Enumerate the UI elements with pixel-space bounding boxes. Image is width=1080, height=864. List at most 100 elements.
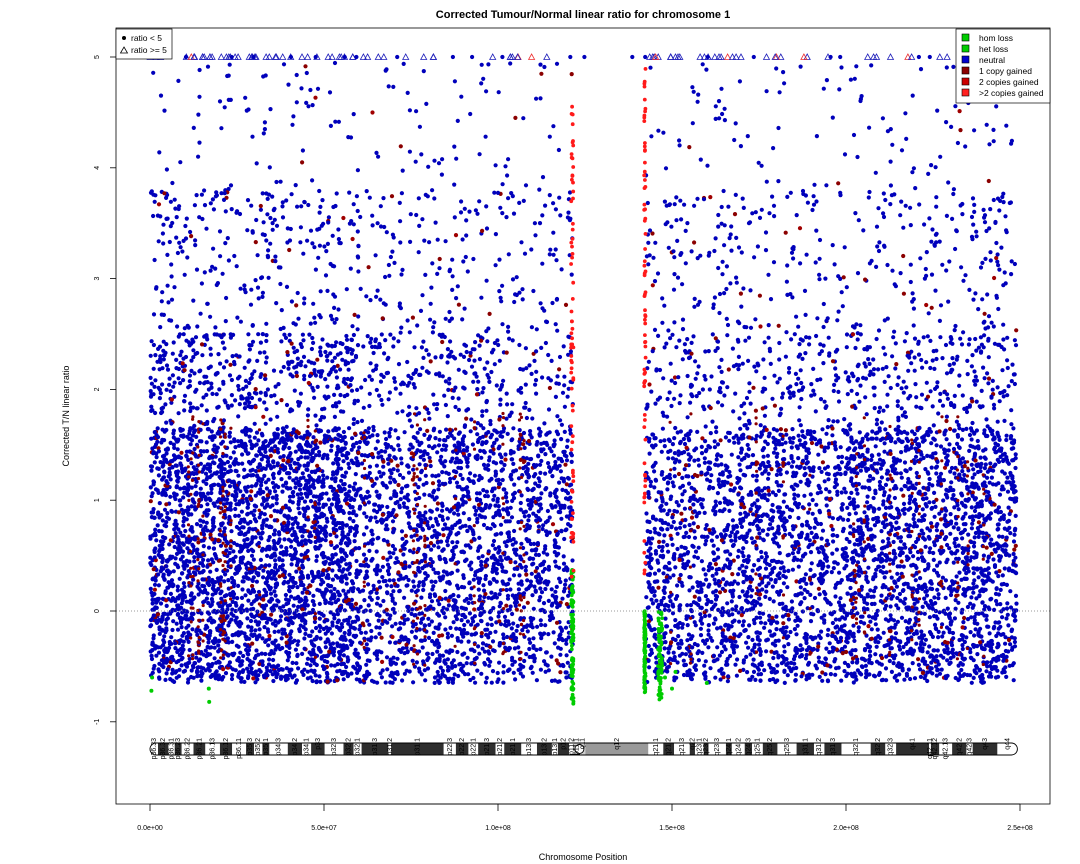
data-point: [152, 587, 157, 592]
data-point: [662, 345, 667, 350]
data-point: [992, 406, 997, 411]
data-point: [398, 144, 403, 149]
data-point: [538, 595, 543, 600]
data-point: [511, 426, 516, 431]
data-point: [267, 563, 272, 568]
data-point: [171, 384, 176, 389]
data-point: [352, 312, 357, 317]
data-point: [911, 512, 917, 518]
data-point: [518, 616, 523, 621]
data-point: [468, 677, 473, 683]
data-point: [374, 363, 379, 368]
data-point: [877, 405, 883, 410]
data-point: [325, 475, 330, 480]
data-point: [888, 604, 893, 609]
data-point: [500, 182, 505, 187]
data-point: [167, 376, 172, 381]
data-point: [720, 403, 725, 408]
data-point: [351, 332, 356, 338]
data-point: [414, 212, 419, 218]
data-point: [810, 542, 815, 547]
data-point: [803, 312, 808, 317]
data-point: [395, 499, 400, 504]
data-point: [538, 608, 543, 613]
data-point: [777, 90, 782, 95]
data-point: [673, 618, 678, 623]
data-point: [190, 627, 195, 632]
data-point: [854, 64, 859, 69]
data-point: [472, 473, 477, 478]
data-point: [558, 670, 563, 675]
data-point: [164, 671, 169, 676]
data-point: [1008, 589, 1013, 594]
data-point: [347, 489, 352, 494]
data-point: [899, 475, 904, 480]
data-point: [174, 357, 179, 362]
data-point: [744, 640, 749, 645]
data-point: [673, 380, 678, 386]
data-point: [188, 401, 193, 406]
data-point: [717, 116, 722, 121]
data-point: [374, 387, 379, 393]
data-point: [326, 220, 331, 225]
data-point: [538, 96, 543, 101]
data-point: [692, 472, 698, 478]
data-point: [286, 82, 291, 87]
data-point: [188, 593, 193, 598]
data-point: [565, 444, 570, 449]
data-point: [530, 416, 535, 421]
data-point: [756, 514, 761, 519]
data-point: [882, 318, 887, 323]
data-point: [321, 502, 326, 507]
data-point: [1001, 191, 1006, 196]
data-point: [668, 599, 673, 604]
data-point: [833, 594, 838, 599]
data-point: [761, 357, 766, 362]
data-point: [695, 371, 700, 376]
data-point: [946, 180, 951, 185]
data-point: [536, 524, 542, 529]
data-point: [160, 382, 165, 387]
data-point: [544, 650, 549, 655]
data-point: [876, 248, 882, 254]
data-point: [983, 587, 988, 592]
data-point: [677, 143, 682, 148]
data-point: [715, 442, 721, 447]
data-point: [988, 258, 993, 263]
data-point: [715, 339, 721, 344]
data-point: [780, 395, 785, 400]
data-point: [310, 335, 315, 341]
data-point: [809, 581, 814, 586]
data-point: [699, 559, 705, 564]
data-point: [959, 342, 965, 347]
data-point: [467, 524, 472, 530]
data-point: [845, 558, 850, 563]
data-point: [334, 340, 339, 345]
data-point: [314, 558, 319, 563]
data-point: [914, 395, 919, 400]
data-point: [164, 621, 169, 626]
data-point: [649, 389, 654, 394]
data-point: [225, 403, 230, 408]
data-point: [272, 393, 277, 398]
data-point: [1008, 531, 1013, 536]
data-point: [534, 96, 539, 101]
data-point: [829, 570, 834, 575]
data-point: [667, 438, 672, 444]
data-point: [516, 587, 522, 592]
data-point: [274, 400, 279, 405]
data-point: [511, 211, 517, 216]
data-point: [335, 612, 340, 617]
data-point: [233, 468, 238, 473]
data-point: [858, 332, 863, 337]
data-point: [172, 285, 177, 290]
data-point: [749, 594, 754, 599]
data-point: [164, 387, 169, 392]
data-point: [176, 78, 181, 83]
data-point: [990, 378, 995, 383]
data-point: [675, 546, 680, 552]
data-point: [329, 631, 334, 636]
data-point: [257, 397, 262, 402]
data-point: [824, 503, 829, 508]
data-point: [265, 387, 270, 392]
